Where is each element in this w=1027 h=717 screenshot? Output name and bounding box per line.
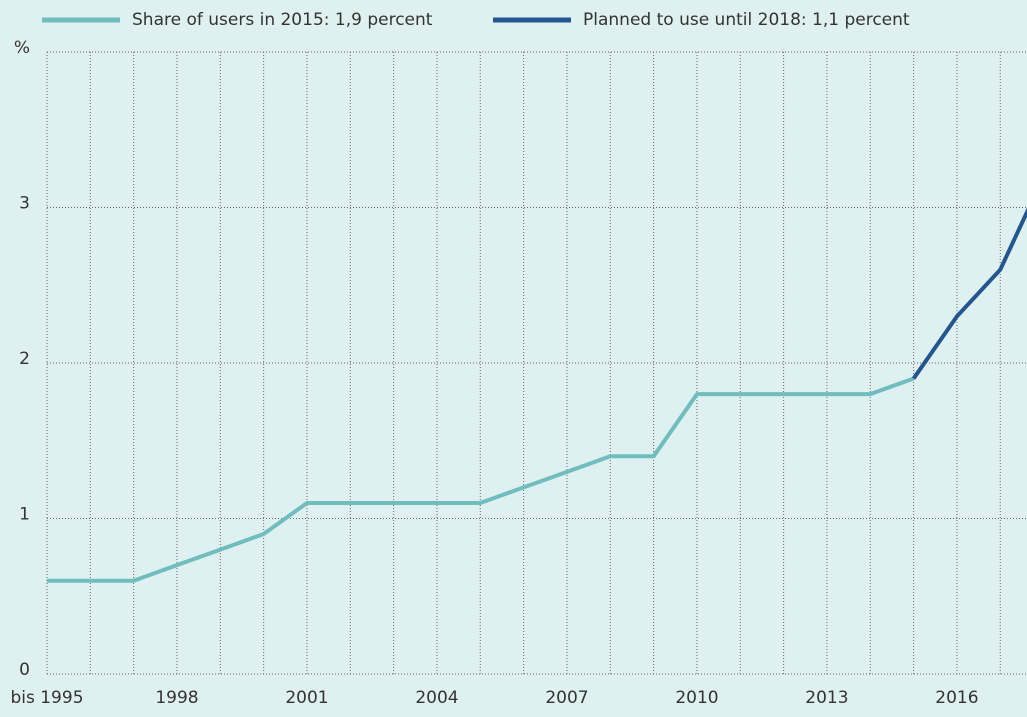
x-tick-label: bis 1995 bbox=[10, 688, 83, 708]
x-tick-label: 2016 bbox=[935, 688, 978, 708]
y-tick-label: 3 bbox=[19, 194, 30, 214]
series-line bbox=[47, 376, 915, 583]
x-tick-label: 2013 bbox=[805, 688, 848, 708]
y-tick-label: % bbox=[14, 38, 30, 58]
series-line bbox=[911, 207, 1027, 380]
y-tick-label: 1 bbox=[19, 505, 30, 525]
y-tick-label: 2 bbox=[19, 349, 30, 369]
x-tick-label: 2004 bbox=[415, 688, 458, 708]
x-tick-label: 1998 bbox=[155, 688, 198, 708]
x-tick-label: 2010 bbox=[675, 688, 718, 708]
x-tick-label: 2007 bbox=[545, 688, 588, 708]
x-tick-label: 2001 bbox=[285, 688, 328, 708]
legend-label: Planned to use until 2018: 1,1 percent bbox=[583, 10, 910, 30]
y-tick-label: 0 bbox=[19, 660, 30, 680]
legend-label: Share of users in 2015: 1,9 percent bbox=[132, 10, 433, 30]
